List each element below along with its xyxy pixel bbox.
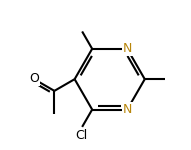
Text: O: O — [29, 72, 39, 85]
Text: N: N — [123, 42, 132, 55]
Text: Cl: Cl — [75, 129, 87, 142]
Text: N: N — [123, 103, 132, 116]
